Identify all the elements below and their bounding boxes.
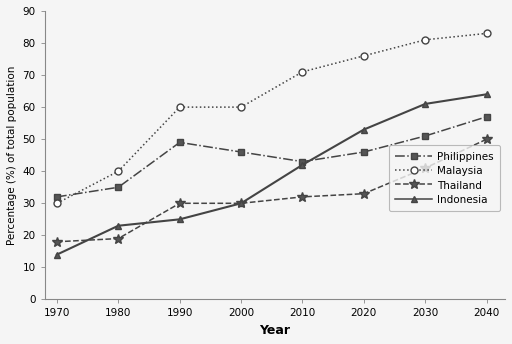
Legend: Philippines, Malaysia, Thailand, Indonesia: Philippines, Malaysia, Thailand, Indones… bbox=[389, 145, 500, 211]
Y-axis label: Percentage (%) of total population: Percentage (%) of total population bbox=[7, 65, 17, 245]
X-axis label: Year: Year bbox=[260, 324, 290, 337]
